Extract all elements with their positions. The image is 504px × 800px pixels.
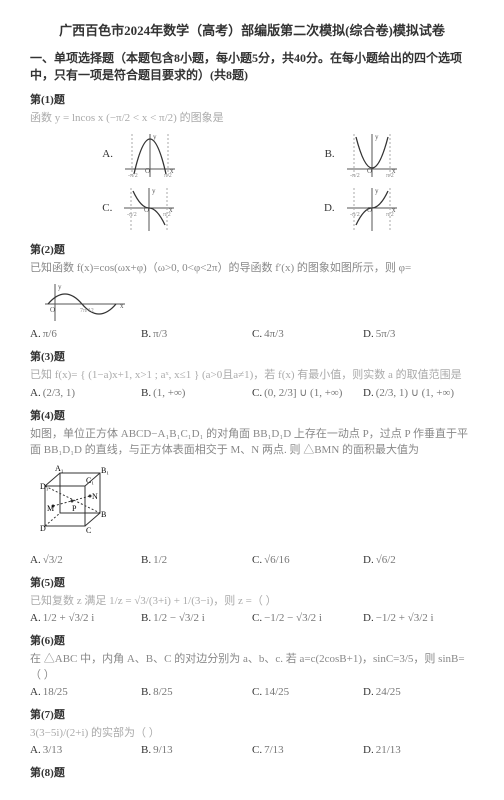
page-title: 广西百色市2024年数学（高考）部编版第二次模拟(综合卷)模拟试卷	[30, 20, 474, 39]
q6-b: 8/25	[153, 686, 173, 698]
q5-c: −1/2 − √3/2 i	[264, 612, 322, 624]
q1-graphs-row1: A. xy -π/2π/2 O B. xy -π/2π/2 O	[30, 129, 474, 179]
q3-a: (2/3, 1)	[43, 387, 75, 399]
svg-text:O: O	[50, 306, 55, 314]
q1-opt-d: D.	[324, 202, 335, 214]
q7-text: 3(3−5i)/(2+i) 的实部为（ ）	[30, 724, 474, 740]
svg-text:π/2: π/2	[164, 173, 172, 179]
q1-opt-a: A.	[102, 148, 113, 160]
q6-d: 24/25	[376, 686, 401, 698]
q5-text: 已知复数 z 满足 1/z = √3/(3+i) + 1/(3−i)，则 z =…	[30, 592, 474, 608]
q4-b: 1/2	[153, 554, 167, 566]
q7-options: A.3/13 B.9/13 C.7/13 D.21/13	[30, 744, 474, 756]
q2-b: π/3	[153, 328, 167, 340]
svg-text:C: C	[86, 526, 91, 535]
svg-text:y: y	[58, 283, 62, 291]
q6-text: 在 △ABC 中，内角 A、B、C 的对边分别为 a、b、c. 若 a=c(2c…	[30, 650, 474, 682]
q4-c: √6/16	[264, 554, 290, 566]
q7-b: 9/13	[153, 744, 173, 756]
q1-opt-b: B.	[325, 148, 335, 160]
q5-label: 第(5)题	[30, 574, 474, 590]
svg-text:-π/2: -π/2	[127, 212, 137, 218]
svg-text:A₁: A₁	[55, 464, 64, 473]
svg-text:π/2: π/2	[386, 212, 394, 218]
svg-text:O: O	[367, 167, 372, 175]
svg-text:B: B	[101, 510, 106, 519]
svg-text:y: y	[375, 133, 379, 141]
q6-label: 第(6)题	[30, 632, 474, 648]
svg-text:7π/12: 7π/12	[80, 308, 94, 314]
svg-text:P: P	[72, 504, 77, 513]
svg-text:-π/2: -π/2	[350, 212, 360, 218]
q4-text: 如图，单位正方体 ABCD−A₁B₁C₁D₁ 的对角面 BB₁D₁D 上存在一动…	[30, 425, 474, 457]
cube-icon: D₁ C₁ A₁ B₁ D C B M N P	[30, 461, 130, 546]
q6-options: A.18/25 B.8/25 C.14/25 D.24/25	[30, 686, 474, 698]
q7-a: 3/13	[43, 744, 63, 756]
q6-c: 14/25	[264, 686, 289, 698]
q7-d: 21/13	[376, 744, 401, 756]
q1-text: 函数 y = lncos x (−π/2 < x < π/2) 的图象是	[30, 109, 474, 125]
svg-text:y: y	[152, 187, 156, 195]
q2-a: π/6	[43, 328, 57, 340]
svg-text:x: x	[120, 302, 124, 310]
svg-text:C₁: C₁	[86, 476, 94, 485]
q2-text: 已知函数 f(x)=cos(ωx+φ)（ω>0, 0<φ<2π）的导函数 f′(…	[30, 259, 474, 275]
graph-c-icon: xy -π/2π/2 O	[119, 183, 179, 233]
q2-d: 5π/3	[376, 328, 396, 340]
q8-label: 第(8)题	[30, 764, 474, 780]
svg-text:B₁: B₁	[101, 466, 109, 475]
svg-text:O: O	[367, 206, 372, 214]
q1-label: 第(1)题	[30, 91, 474, 107]
svg-text:-π/2: -π/2	[128, 173, 138, 179]
q3-label: 第(3)题	[30, 348, 474, 364]
q1-opt-c: C.	[102, 202, 112, 214]
q5-options: A.1/2 + √3/2 i B.1/2 − √3/2 i C.−1/2 − √…	[30, 612, 474, 624]
svg-text:O: O	[145, 167, 150, 175]
q4-a: √3/2	[43, 554, 63, 566]
q7-label: 第(7)题	[30, 706, 474, 722]
q3-c: (0, 2/3] ∪ (1, +∞)	[264, 387, 342, 399]
svg-text:D₁: D₁	[40, 482, 49, 491]
graph-d-icon: xy -π/2π/2 O	[342, 183, 402, 233]
svg-text:π/2: π/2	[386, 173, 394, 179]
q2-label: 第(2)题	[30, 241, 474, 257]
graph-b-icon: xy -π/2π/2 O	[342, 129, 402, 179]
svg-text:y: y	[375, 187, 379, 195]
q3-options: A.(2/3, 1) B.(1, +∞) C.(0, 2/3] ∪ (1, +∞…	[30, 386, 474, 399]
graph-a-icon: xy -π/2π/2 O	[120, 129, 180, 179]
svg-text:O: O	[144, 206, 149, 214]
q1-graphs-row2: C. xy -π/2π/2 O D. xy -π/2π/2 O	[30, 183, 474, 233]
svg-text:-π/2: -π/2	[350, 173, 360, 179]
q4-label: 第(4)题	[30, 407, 474, 423]
svg-text:M: M	[47, 504, 54, 513]
q3-d: (2/3, 1) ∪ (1, +∞)	[376, 387, 454, 399]
svg-text:N: N	[92, 492, 98, 501]
q5-a: 1/2 + √3/2 i	[43, 612, 95, 624]
section-header: 一、单项选择题（本题包含8小题，每小题5分，共40分。在每小题给出的四个选项中，…	[30, 49, 474, 83]
q7-c: 7/13	[264, 744, 284, 756]
q2-graph-icon: x y 7π/12 O	[40, 279, 130, 324]
q6-a: 18/25	[43, 686, 68, 698]
q5-d: −1/2 + √3/2 i	[376, 612, 434, 624]
q5-b: 1/2 − √3/2 i	[153, 612, 205, 624]
q3-b: (1, +∞)	[153, 387, 185, 399]
q4-options: A.√3/2 B.1/2 C.√6/16 D.√6/2	[30, 554, 474, 566]
q3-text: 已知 f(x)= { (1−a)x+1, x>1 ; aˣ, x≤1 } (a>…	[30, 366, 474, 382]
q2-options: A.π/6 B.π/3 C.4π/3 D.5π/3	[30, 328, 474, 340]
svg-text:D: D	[40, 524, 46, 533]
q4-d: √6/2	[376, 554, 396, 566]
svg-text:π/2: π/2	[163, 212, 171, 218]
q2-c: 4π/3	[264, 328, 284, 340]
svg-text:y: y	[153, 133, 157, 141]
